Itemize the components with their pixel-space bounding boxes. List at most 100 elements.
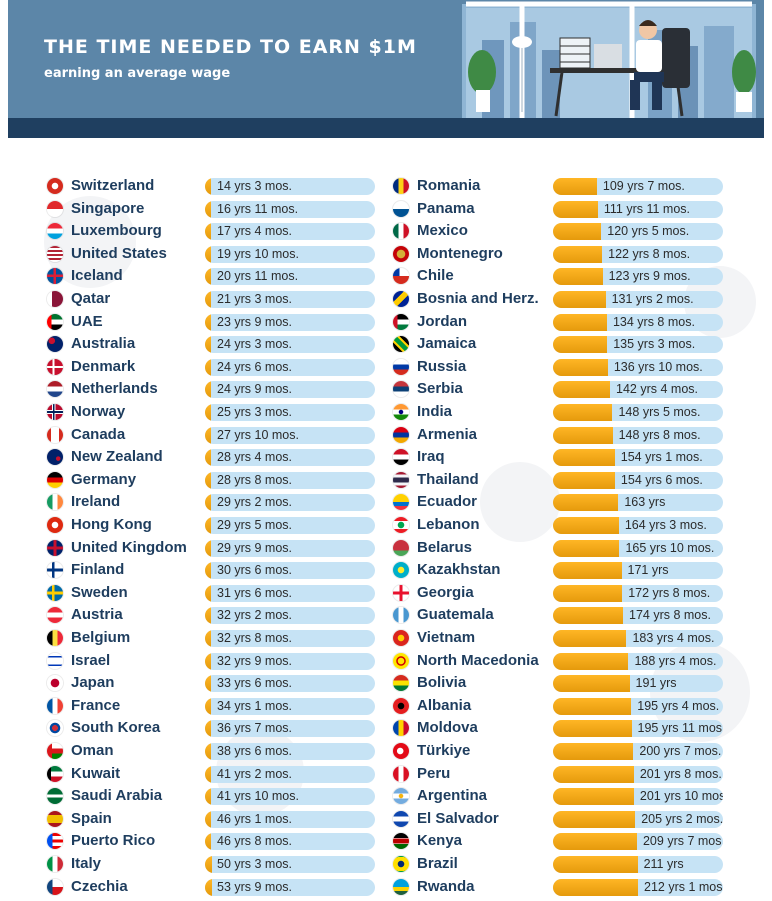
bar-track: 172 yrs 8 mos. <box>553 584 723 602</box>
bar-fill <box>205 291 211 308</box>
bar-row-belgium: Belgium 32 yrs 8 mos. <box>0 627 772 649</box>
norway-flag-icon <box>47 404 63 420</box>
bar-value-label: 154 yrs 1 mos. <box>620 450 703 465</box>
bar-row-norway: Norway 25 yrs 3 mos. <box>0 401 772 423</box>
bar-track: 148 yrs 8 mos. <box>553 426 723 444</box>
bar-value-label: 50 yrs 3 mos. <box>217 857 293 871</box>
bar-fill <box>553 584 623 602</box>
luxembourg-flag-icon <box>47 223 63 240</box>
bar-track: 123 yrs 9 mos. <box>553 268 723 286</box>
country-label: Japan <box>71 674 115 692</box>
hong-kong-flag-icon <box>47 517 63 533</box>
bar-track: 205 yrs 2 mos. <box>553 810 723 828</box>
country-label: Guatemala <box>417 606 494 624</box>
thailand-flag-icon <box>393 471 409 488</box>
moldova-flag-icon <box>393 720 409 737</box>
bar-track: 136 yrs 10 mos. <box>553 358 723 376</box>
bar-fill <box>553 743 634 760</box>
bar-row-bolivia: Bolivia 191 yrs <box>0 672 772 694</box>
italy-flag-icon <box>47 856 63 872</box>
bar-value-label: 38 yrs 6 mos. <box>217 744 293 758</box>
bar-value-label: 123 yrs 9 mos. <box>608 269 691 284</box>
country-label: Oman <box>71 742 114 759</box>
bar-fill <box>205 743 211 760</box>
north-macedonia-flag-icon <box>393 652 409 669</box>
country-label: Vietnam <box>417 629 476 646</box>
bar-value-label: 122 yrs 8 mos. <box>608 246 691 261</box>
czechia-flag-icon <box>47 878 63 895</box>
bar-fill <box>205 313 211 331</box>
bar-fill <box>205 336 211 354</box>
bar-value-label: 29 yrs 9 mos. <box>217 540 293 555</box>
bar-fill <box>205 856 212 873</box>
bar-value-label: 111 yrs 11 mos. <box>603 201 690 216</box>
bar-row-saudi-arabia: Saudi Arabia 41 yrs 10 mos. <box>0 785 772 807</box>
iraq-flag-icon <box>393 449 409 466</box>
romania-flag-icon <box>393 178 409 194</box>
bar-fill <box>205 833 212 851</box>
country-label: Kuwait <box>71 764 121 782</box>
bolivia-flag-icon <box>393 675 409 692</box>
albania-flag-icon <box>393 697 409 714</box>
armenia-flag-icon <box>393 426 409 443</box>
iceland-flag-icon <box>47 268 63 285</box>
netherlands-flag-icon <box>47 381 63 398</box>
bar-fill <box>205 607 211 625</box>
country-label: Romania <box>417 177 481 194</box>
bar-value-label: 27 yrs 10 mos. <box>217 427 299 442</box>
bar-track: 38 yrs 6 mos. <box>205 743 375 760</box>
country-label: Kenya <box>417 832 463 850</box>
bar-row-panama: Panama 111 yrs 11 mos. <box>0 198 772 220</box>
country-label: Jamaica <box>417 335 477 353</box>
country-label: Denmark <box>71 357 136 375</box>
man-shirt <box>636 40 662 72</box>
bar-fill <box>205 268 211 286</box>
bar-fill <box>553 245 603 263</box>
bar-track: 154 yrs 1 mos. <box>553 449 723 467</box>
bar-track: 25 yrs 3 mos. <box>205 404 375 421</box>
bar-track: 201 yrs 8 mos. <box>553 765 723 783</box>
bar-row-vietnam: Vietnam 183 yrs 4 mos. <box>0 627 772 649</box>
country-label: Rwanda <box>417 877 475 895</box>
bar-track: 211 yrs <box>553 856 723 873</box>
country-label: Peru <box>417 764 451 782</box>
montenegro-flag-icon <box>393 245 409 262</box>
bar-row-chile: Chile 123 yrs 9 mos. <box>0 265 772 287</box>
bar-fill <box>553 268 603 286</box>
header-band <box>8 118 764 138</box>
bar-row-georgia: Georgia 172 yrs 8 mos. <box>0 582 772 604</box>
jordan-flag-icon <box>393 313 409 330</box>
germany-flag-icon <box>47 471 63 488</box>
bar-track: 28 yrs 8 mos. <box>205 471 375 489</box>
bar-row-luxembourg: Luxembourg 17 yrs 4 mos. <box>0 220 772 242</box>
skyline-building <box>542 50 560 118</box>
bar-track: 36 yrs 7 mos. <box>205 720 375 738</box>
bar-value-label: 28 yrs 8 mos. <box>217 472 293 487</box>
country-label: Qatar <box>71 290 111 307</box>
country-label: Belgium <box>71 629 131 646</box>
bar-track: 33 yrs 6 mos. <box>205 675 375 693</box>
bar-value-label: 195 yrs 4 mos. <box>637 698 720 713</box>
brazil-flag-icon <box>393 856 409 872</box>
bar-fill <box>205 381 211 399</box>
ireland-flag-icon <box>47 494 63 511</box>
austria-flag-icon <box>47 607 63 624</box>
bar-value-label: 24 yrs 3 mos. <box>217 337 293 352</box>
country-label: Iraq <box>417 448 445 466</box>
bar-fill <box>553 562 622 580</box>
bar-track: 41 yrs 2 mos. <box>205 765 375 783</box>
bar-fill <box>553 291 606 308</box>
bar-fill <box>553 539 620 557</box>
bar-track: 32 yrs 9 mos. <box>205 652 375 670</box>
country-label: Lebanon <box>417 516 480 533</box>
bar-row-spain: Spain 46 yrs 1 mos. <box>0 808 772 830</box>
bar-value-label: 211 yrs <box>643 857 684 871</box>
bar-row-germany: Germany 28 yrs 8 mos. <box>0 469 772 491</box>
bar-track: 32 yrs 8 mos. <box>205 630 375 647</box>
bar-fill <box>553 471 615 489</box>
bar-row-kazakhstan: Kazakhstan 171 yrs <box>0 559 772 581</box>
bar-value-label: 120 yrs 5 mos. <box>607 224 690 239</box>
bar-track: 154 yrs 6 mos. <box>553 471 723 489</box>
bar-track: 134 yrs 8 mos. <box>553 313 723 331</box>
country-label: Iceland <box>71 267 123 285</box>
